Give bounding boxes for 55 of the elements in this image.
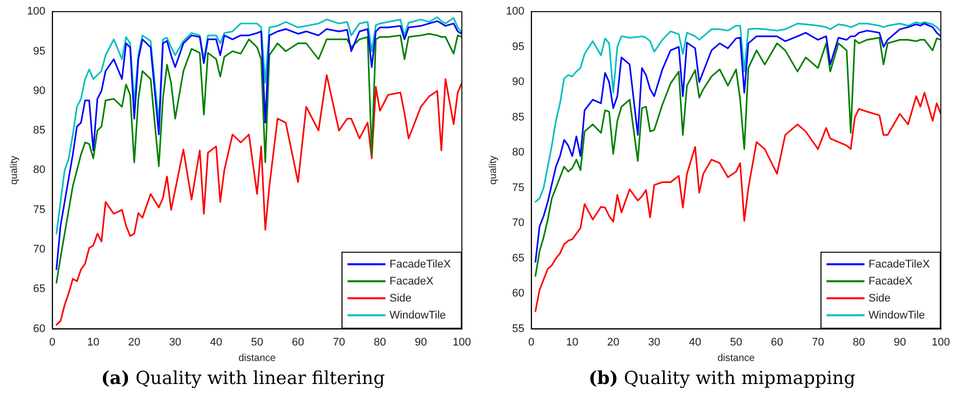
legend-label: Side	[389, 292, 412, 304]
y-tick-label: 70	[512, 217, 524, 230]
y-tick-label: 60	[33, 322, 46, 335]
y-tick-label: 95	[33, 45, 46, 58]
x-axis-title: distance	[717, 352, 756, 364]
x-tick-label: 40	[689, 336, 702, 348]
legend-label: FacadeTileX	[868, 258, 930, 270]
y-tick-label: 65	[33, 283, 46, 296]
x-tick-label: 70	[812, 336, 824, 348]
legend-label: Side	[868, 292, 891, 304]
y-tick-label: 75	[33, 204, 46, 216]
y-tick-label: 80	[33, 164, 46, 176]
x-tick-label: 30	[648, 336, 660, 348]
x-tick-label: 70	[332, 336, 346, 348]
y-tick-label: 90	[512, 76, 524, 88]
y-tick-label: 85	[33, 124, 46, 137]
x-tick-label: 80	[374, 336, 386, 348]
y-tick-label: 80	[512, 146, 524, 159]
y-tick-label: 75	[512, 182, 524, 194]
y-tick-label: 55	[512, 322, 524, 335]
legend-label: FacadeX	[389, 275, 434, 288]
text: (b) Quality with mipmapping	[588, 368, 856, 389]
legend-label: WindowTile	[868, 309, 925, 322]
legend-label: FacadeX	[868, 275, 914, 288]
x-tick-label: 90	[894, 336, 906, 348]
x-tick-label: 60	[292, 336, 304, 348]
y-tick-label: 100	[26, 6, 46, 18]
y-tick-label: 60	[512, 288, 524, 300]
x-tick-label: 10	[566, 336, 578, 348]
y-tick-label: 70	[33, 244, 46, 256]
y-axis-title: quality	[488, 156, 499, 185]
x-tick-label: 90	[414, 336, 427, 348]
y-tick-label: 85	[512, 111, 524, 124]
y-tick-label: 100	[506, 6, 524, 18]
x-tick-label: 50	[250, 336, 264, 348]
x-tick-label: 50	[730, 336, 742, 348]
x-tick-label: 20	[128, 336, 140, 348]
x-axis-title: distance	[238, 352, 276, 364]
y-tick-label: 90	[33, 84, 46, 97]
y-tick-label: 95	[512, 40, 524, 53]
legend-label: WindowTile	[389, 309, 446, 322]
x-tick-label: 100	[932, 336, 950, 348]
legend-label: FacadeTileX	[389, 258, 452, 270]
y-axis-title: quality	[8, 156, 20, 185]
x-tick-label: 80	[852, 336, 866, 348]
x-tick-label: 20	[607, 336, 620, 348]
x-tick-label: 60	[770, 336, 784, 348]
text: (a) Quality with linear filtering	[100, 368, 386, 389]
x-tick-label: 0	[528, 336, 534, 348]
y-tick-label: 65	[512, 252, 524, 264]
x-tick-label: 0	[49, 336, 56, 348]
x-tick-label: 100	[452, 336, 472, 348]
x-tick-label: 10	[87, 336, 100, 348]
x-tick-label: 30	[169, 336, 182, 348]
x-tick-label: 40	[210, 336, 222, 348]
